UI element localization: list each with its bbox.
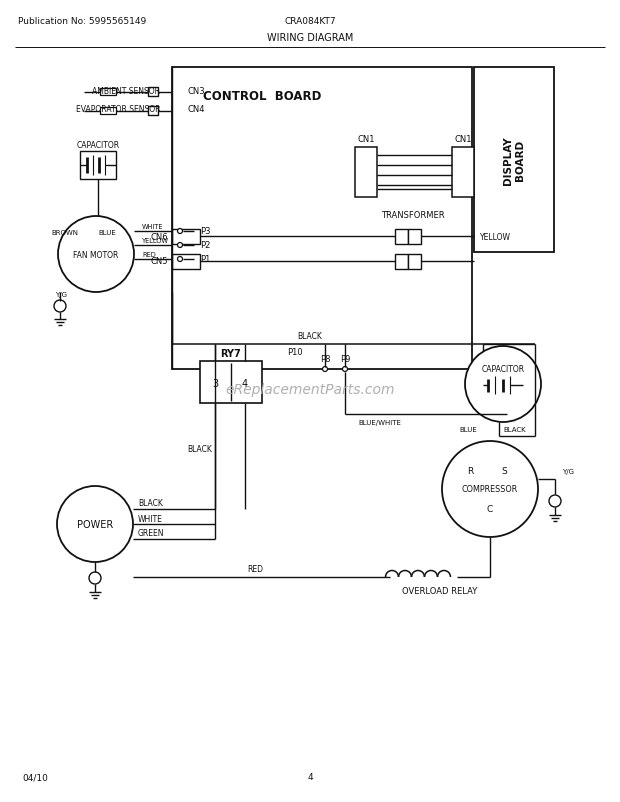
Bar — [100, 107, 116, 115]
Text: CRA084KT7: CRA084KT7 — [284, 18, 336, 26]
Text: eReplacementParts.com: eReplacementParts.com — [225, 383, 395, 396]
Text: BLACK: BLACK — [138, 499, 163, 508]
Circle shape — [58, 217, 134, 293]
Text: P10: P10 — [287, 348, 303, 357]
Circle shape — [89, 573, 101, 585]
Text: 4: 4 — [242, 379, 248, 388]
Text: P9: P9 — [340, 355, 350, 364]
Bar — [80, 152, 116, 180]
Circle shape — [57, 486, 133, 562]
Text: RED: RED — [142, 252, 156, 257]
Text: 4: 4 — [307, 772, 313, 781]
Bar — [148, 88, 158, 97]
Text: CN3: CN3 — [188, 87, 206, 95]
Text: AMBIENT SENSOR: AMBIENT SENSOR — [92, 87, 160, 95]
Circle shape — [549, 496, 561, 508]
Circle shape — [177, 243, 182, 248]
Circle shape — [177, 257, 182, 262]
Bar — [172, 68, 472, 370]
Text: FAN MOTOR: FAN MOTOR — [73, 250, 118, 259]
Text: OVERLOAD RELAY: OVERLOAD RELAY — [402, 587, 477, 596]
Bar — [395, 229, 408, 245]
Bar — [408, 255, 421, 269]
Text: CN1: CN1 — [357, 136, 374, 144]
Text: CN6: CN6 — [151, 233, 168, 241]
Text: BROWN: BROWN — [51, 229, 78, 236]
Text: R: R — [467, 467, 473, 476]
Text: COMPRESSOR: COMPRESSOR — [462, 485, 518, 494]
Text: WIRING DIAGRAM: WIRING DIAGRAM — [267, 33, 353, 43]
Text: P3: P3 — [200, 227, 211, 237]
Bar — [100, 89, 116, 96]
Bar — [172, 229, 200, 245]
Text: P1: P1 — [200, 255, 210, 264]
Text: RED: RED — [247, 565, 263, 573]
Text: TRANSFORMER: TRANSFORMER — [381, 211, 445, 221]
Text: POWER: POWER — [77, 520, 113, 529]
Bar — [452, 148, 474, 198]
Text: CN4: CN4 — [188, 105, 205, 115]
Text: YELLOW: YELLOW — [480, 233, 511, 241]
Text: GREEN: GREEN — [138, 529, 164, 538]
Text: P8: P8 — [320, 355, 330, 364]
Text: WHITE: WHITE — [142, 224, 164, 229]
Circle shape — [442, 441, 538, 537]
Text: WHITE: WHITE — [138, 514, 163, 523]
Text: P2: P2 — [200, 241, 210, 250]
Text: CAPACITOR: CAPACITOR — [76, 140, 120, 149]
Text: DISPLAY
BOARD: DISPLAY BOARD — [503, 136, 525, 184]
Circle shape — [465, 346, 541, 423]
Text: Y/G: Y/G — [562, 468, 574, 475]
Text: Publication No: 5995565149: Publication No: 5995565149 — [18, 18, 146, 26]
Bar — [200, 362, 262, 403]
Bar — [355, 148, 377, 198]
Text: EVAPORATOR SENSOR: EVAPORATOR SENSOR — [76, 105, 160, 115]
Bar — [395, 255, 408, 269]
Circle shape — [54, 301, 66, 313]
Text: 04/10: 04/10 — [22, 772, 48, 781]
Circle shape — [322, 367, 327, 372]
Bar — [172, 255, 200, 269]
Text: CN1: CN1 — [454, 136, 472, 144]
Circle shape — [177, 229, 182, 234]
Text: BLACK: BLACK — [188, 445, 213, 454]
Text: RY7: RY7 — [221, 349, 241, 358]
Text: 3: 3 — [212, 379, 218, 388]
Text: BLUE: BLUE — [98, 229, 116, 236]
Text: C: C — [487, 505, 493, 514]
Text: S: S — [501, 467, 507, 476]
Text: BLUE/WHITE: BLUE/WHITE — [358, 419, 401, 426]
Circle shape — [342, 367, 347, 372]
Text: BLUE: BLUE — [459, 427, 477, 432]
Bar — [474, 68, 554, 253]
Bar — [148, 107, 158, 115]
Bar — [408, 229, 421, 245]
Text: CAPACITOR: CAPACITOR — [482, 365, 525, 374]
Text: BLACK: BLACK — [503, 427, 526, 432]
Text: YELLOW: YELLOW — [142, 237, 169, 244]
Text: Y/G: Y/G — [55, 292, 67, 298]
Text: CN5: CN5 — [151, 257, 168, 266]
Text: BLACK: BLACK — [298, 332, 322, 341]
Text: CONTROL  BOARD: CONTROL BOARD — [203, 89, 321, 103]
